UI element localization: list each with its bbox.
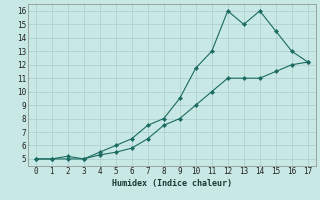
X-axis label: Humidex (Indice chaleur): Humidex (Indice chaleur) [112, 179, 232, 188]
